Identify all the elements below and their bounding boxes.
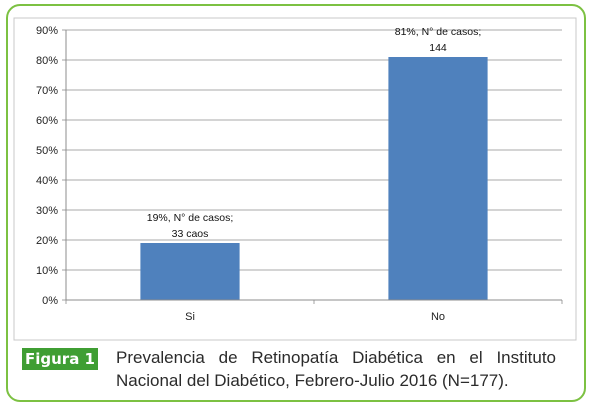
y-tick-label: 40% (36, 175, 58, 187)
figure-caption: Figura 1 Prevalencia de Retinopatía Diab… (20, 346, 560, 396)
y-tick-label: 50% (36, 145, 58, 157)
data-label: 19%, N° de casos; (147, 212, 234, 224)
figure-label: Figura 1 (22, 348, 98, 370)
axes: 0% 10% 20% 30% 40% 50% 60% 70% 80% 90% Si No (36, 25, 563, 323)
bar-si (140, 243, 240, 300)
figure-frame (6, 4, 586, 402)
y-tick-label: 80% (36, 55, 58, 67)
bar-chart: 0% 10% 20% 30% 40% 50% 60% 70% 80% 90% Si No 19%, N… (13, 17, 577, 341)
bars (140, 57, 488, 300)
x-tick-label: No (431, 311, 445, 323)
y-tick-label: 90% (36, 25, 58, 37)
y-tick-label: 0% (42, 295, 58, 307)
data-label: 144 (429, 42, 447, 54)
gridlines (66, 29, 562, 271)
y-tick-label: 20% (36, 235, 58, 247)
chart-area-border (13, 17, 577, 341)
caption-text: Prevalencia de Retinopatía Diabética en … (116, 348, 556, 390)
y-tick-label: 30% (36, 205, 58, 217)
y-tick-label: 60% (36, 115, 58, 127)
y-tick-label: 10% (36, 265, 58, 277)
data-labels: 19%, N° de casos; 33 caos 81%, N° de casos… (147, 26, 482, 240)
data-label: 81%, N° de casos; (395, 26, 482, 38)
x-tick-label: Si (185, 311, 195, 323)
bar-no (388, 57, 488, 300)
y-tick-label: 70% (36, 85, 58, 97)
data-label: 33 caos (172, 228, 209, 240)
